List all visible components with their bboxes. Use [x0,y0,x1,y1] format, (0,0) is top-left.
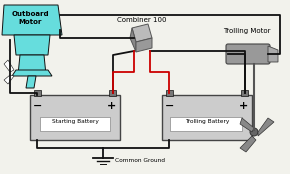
Polygon shape [268,46,278,62]
Text: +: + [239,101,249,111]
Text: Common Ground: Common Ground [115,157,165,163]
Bar [30,95,120,140]
Bar [170,117,242,131]
Text: Combiner 100: Combiner 100 [117,17,167,23]
Circle shape [250,128,258,136]
Polygon shape [130,28,136,52]
FancyBboxPatch shape [226,44,270,64]
Polygon shape [18,55,46,75]
Text: Trolling Battery: Trolling Battery [185,119,229,124]
Bar [109,90,116,96]
Polygon shape [26,76,36,88]
Text: Starting Battery: Starting Battery [52,119,98,124]
Polygon shape [12,70,52,76]
Text: Outboard
Motor: Outboard Motor [11,11,49,25]
Bar [40,117,110,131]
Polygon shape [240,136,256,152]
Bar [241,90,248,96]
Polygon shape [4,60,14,72]
Polygon shape [2,5,62,35]
Bar [34,90,41,96]
Bar [162,95,252,140]
Polygon shape [258,118,274,136]
Bar [166,90,173,96]
Polygon shape [4,75,14,84]
Polygon shape [240,118,254,132]
Polygon shape [136,38,152,52]
Text: Trolling Motor: Trolling Motor [223,28,271,34]
Text: +: + [107,101,117,111]
Text: −: − [33,101,43,111]
Polygon shape [132,24,152,42]
Text: −: − [165,101,175,111]
Polygon shape [14,35,50,55]
